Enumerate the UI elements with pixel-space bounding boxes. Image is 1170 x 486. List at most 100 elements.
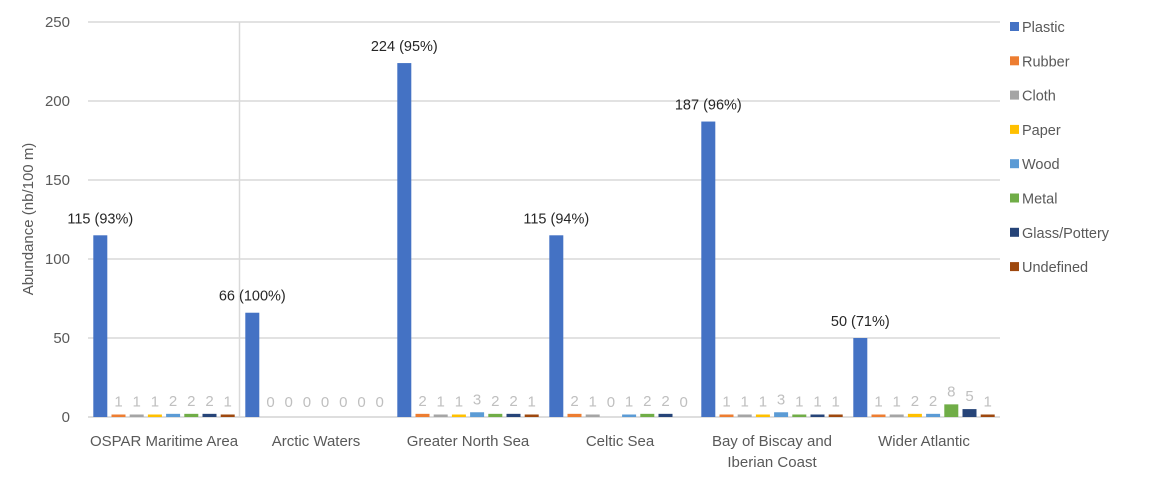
bar-undefined [828,414,843,417]
bar-cloth [737,414,752,417]
x-axis-categories: OSPAR Maritime Area Arctic Waters Greater … [90,433,970,471]
y-tick-label: 150 [45,172,70,189]
bar-rubber [871,414,886,417]
data-label: 2 [509,393,517,410]
bars [93,63,995,418]
legend-swatch-icon [1010,90,1019,100]
bar-cloth [129,414,144,417]
bar-wood [622,414,637,417]
legend-label: Cloth [1022,89,1056,105]
data-label: 3 [473,391,481,408]
legend-swatch-icon [1010,159,1019,169]
bar-glass-pottery [962,409,977,417]
legend-swatch-icon [1010,193,1019,203]
category-label: OSPAR Maritime Area [90,433,239,450]
legend-item-paper: Paper [1010,123,1061,139]
data-label: 0 [321,394,329,411]
legend: Plastic Rubber Cloth Paper Wood Metal Glass/Po… [1010,20,1110,276]
bar-glass-pottery [658,413,673,417]
bar-undefined [524,414,539,417]
y-tick-label: 200 [45,93,70,110]
data-label: 1 [813,394,821,411]
data-label: 1 [589,394,597,411]
data-label: 0 [266,394,274,411]
bar-wood [166,413,181,417]
legend-item-wood: Wood [1010,157,1060,173]
data-label: 0 [357,394,365,411]
data-label: 0 [303,394,311,411]
y-tick-label: 0 [62,409,70,426]
category-label: Arctic Waters [272,433,361,450]
category-label: Bay of Biscay and [712,433,832,450]
data-label: 1 [224,394,232,411]
category-label: Wider Atlantic [878,433,970,450]
legend-label: Undefined [1022,260,1088,276]
bar-rubber [719,414,734,417]
bar-plastic [245,312,260,417]
bar-plastic [853,338,868,417]
data-label: 5 [965,388,973,405]
legend-item-cloth: Cloth [1010,89,1056,105]
legend-label: Wood [1022,157,1060,173]
bar-cloth [889,414,904,417]
data-label: 1 [625,394,633,411]
data-label: 187 (96%) [675,98,742,114]
bar-wood [470,412,485,417]
data-label: 0 [339,394,347,411]
legend-swatch-icon [1010,227,1019,237]
data-label: 1 [114,394,122,411]
legend-swatch-icon [1010,124,1019,134]
legend-label: Plastic [1022,20,1065,36]
bar-rubber [415,413,430,417]
y-axis-ticks: 0 50 100 150 200 250 [45,14,70,426]
data-label: 1 [741,394,749,411]
data-label: 0 [680,394,688,411]
bar-plastic [93,235,108,417]
bar-plastic [549,235,564,417]
legend-item-metal: Metal [1010,192,1057,208]
bar-paper [147,414,162,417]
data-label: 66 (100%) [219,289,286,305]
data-label: 115 (94%) [523,211,589,227]
data-label: 1 [437,394,445,411]
legend-item-undefined: Undefined [1010,260,1088,276]
bar-paper [451,414,466,417]
data-label: 2 [570,393,578,410]
legend-label: Rubber [1022,54,1070,70]
category-label: Greater North Sea [407,433,530,450]
bar-metal [944,404,959,417]
data-label: 0 [607,394,615,411]
bar-glass-pottery [506,413,521,417]
y-tick-label: 250 [45,14,70,31]
bar-paper [907,413,922,417]
data-label: 1 [795,394,803,411]
data-label: 1 [528,394,536,411]
data-label: 2 [911,393,919,410]
data-label: 2 [643,393,651,410]
data-label: 224 (95%) [371,39,438,55]
data-label: 8 [947,383,955,400]
bar-metal [488,413,503,417]
data-label: 2 [169,393,177,410]
data-label: 2 [205,393,213,410]
data-label: 2 [418,393,426,410]
legend-item-glass-pottery: Glass/Pottery [1010,226,1110,242]
data-label: 2 [491,393,499,410]
y-tick-label: 50 [53,330,70,347]
legend-swatch-icon [1010,22,1019,31]
data-label: 2 [187,393,195,410]
category-label: Iberian Coast [727,454,817,471]
data-label: 1 [722,394,730,411]
bar-glass-pottery [202,413,217,417]
data-label: 1 [759,394,767,411]
bar-wood [926,413,941,417]
bar-rubber [111,414,126,417]
data-label: 1 [893,394,901,411]
category-label: Celtic Sea [586,433,655,450]
legend-item-plastic: Plastic [1010,20,1065,36]
legend-label: Glass/Pottery [1022,226,1110,242]
data-label: 115 (93%) [67,211,133,227]
bar-wood [774,412,789,417]
